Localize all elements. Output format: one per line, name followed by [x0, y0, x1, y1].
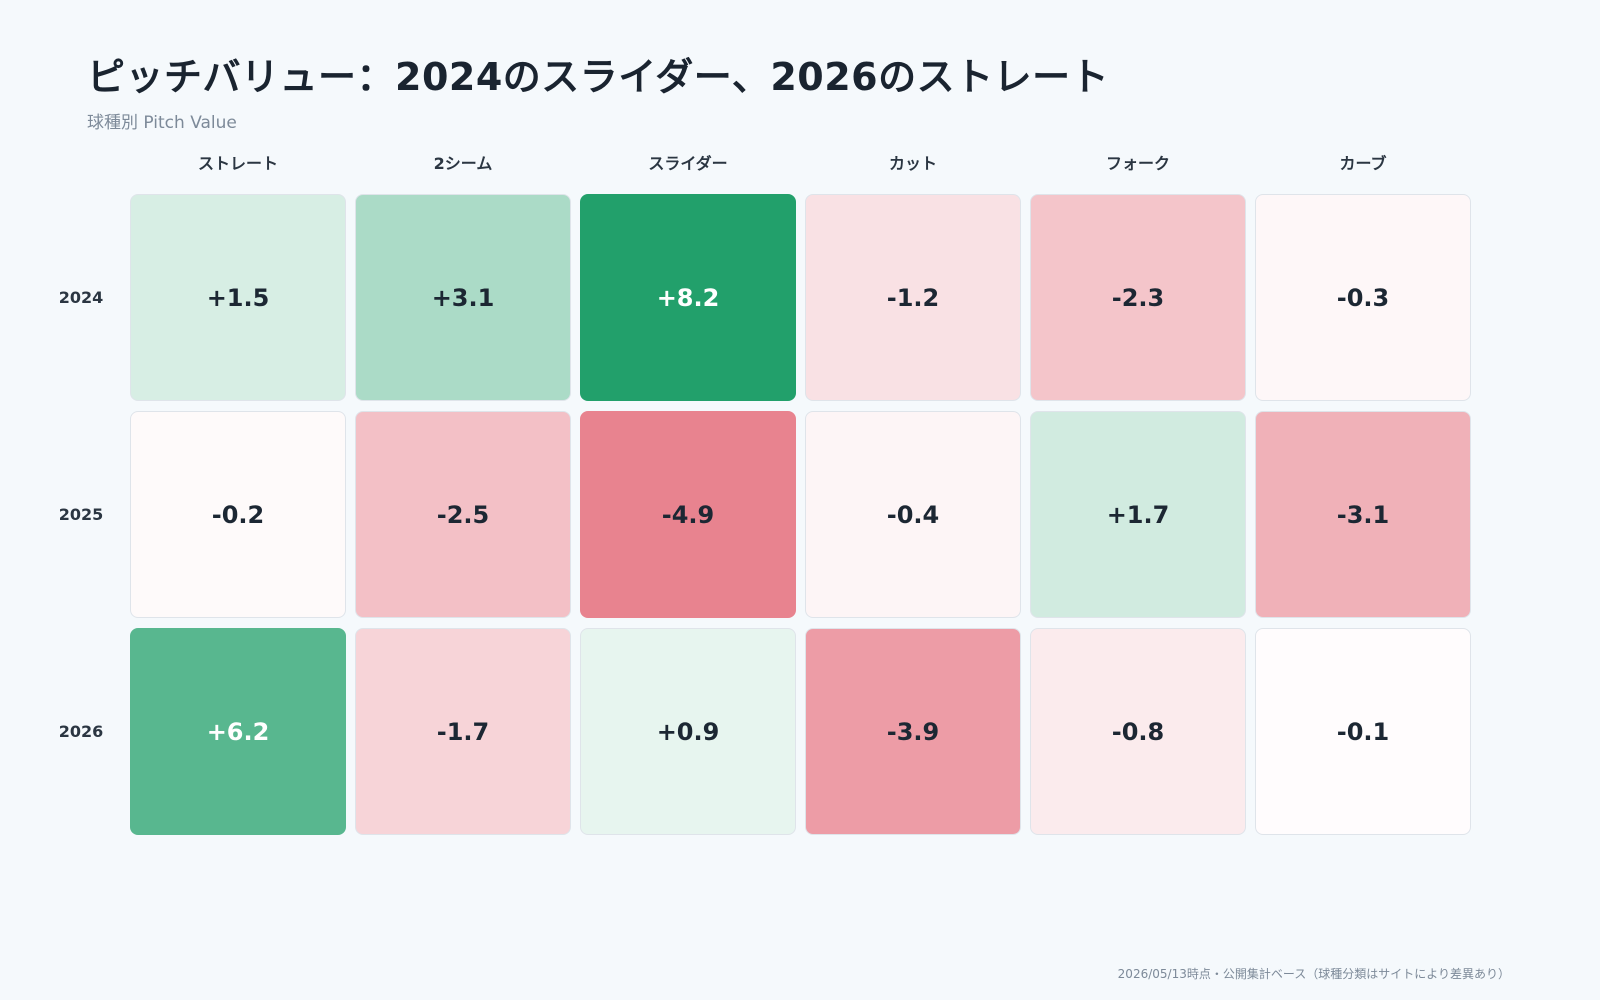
heatmap-cell: +8.2 — [580, 194, 796, 401]
heatmap-cell: -1.7 — [355, 628, 571, 835]
row-header: 2024 — [58, 287, 104, 307]
heatmap-cell: +6.2 — [130, 628, 346, 835]
heatmap-cell: -3.9 — [805, 628, 1021, 835]
heatmap-cell: -0.4 — [805, 411, 1021, 618]
heatmap-cell: -3.1 — [1255, 411, 1471, 618]
heatmap-cell: -2.3 — [1030, 194, 1246, 401]
column-header: カーブ — [1339, 154, 1387, 173]
heatmap-cell: +0.9 — [580, 628, 796, 835]
heatmap-cell: -0.1 — [1255, 628, 1471, 835]
footnote: 2026/05/13時点・公開集計ベース（球種分類はサイトにより差異あり） — [1117, 967, 1510, 981]
heatmap-cell: -1.2 — [805, 194, 1021, 401]
column-header: ストレート — [197, 154, 278, 173]
column-header: フォーク — [1105, 154, 1170, 173]
heatmap-cell: -2.5 — [355, 411, 571, 618]
heatmap-cell: +1.7 — [1030, 411, 1246, 618]
heatmap-cell: +1.5 — [130, 194, 346, 401]
column-header: 2シーム — [433, 154, 493, 173]
heatmap-cell: +3.1 — [355, 194, 571, 401]
row-header: 2026 — [58, 721, 104, 741]
page-subtitle: 球種別 Pitch Value — [87, 113, 237, 133]
row-header: 2025 — [58, 504, 104, 524]
column-header: スライダー — [648, 154, 728, 173]
column-header: カット — [888, 154, 937, 173]
heatmap-cell: -0.2 — [130, 411, 346, 618]
heatmap-cell: -0.3 — [1255, 194, 1471, 401]
page-title: ピッチバリュー：2024のスライダー、2026のストレート — [87, 55, 1110, 99]
heatmap-cell: -4.9 — [580, 411, 796, 618]
heatmap-cell: -0.8 — [1030, 628, 1246, 835]
